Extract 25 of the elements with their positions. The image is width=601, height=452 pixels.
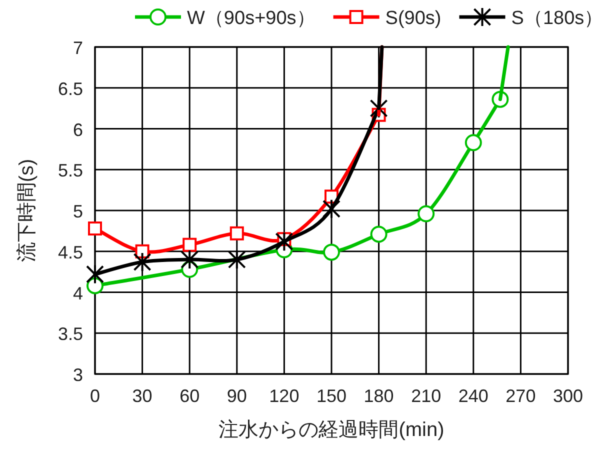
x-axis-title: 注水からの経過時間(min) [218,419,444,441]
x-tick-label: 270 [506,386,536,406]
y-axis-title: 流下時間(s) [16,158,38,262]
x-tick-label: 180 [364,386,394,406]
y-tick-label: 4.5 [58,242,83,262]
y-tick-label: 6 [72,120,83,140]
x-tick-label: 0 [90,386,100,406]
x-tick-label: 150 [316,386,347,406]
y-tick-label: 3 [72,365,83,385]
y-tick-label: 7 [72,38,83,58]
x-tick-label: 300 [552,386,584,406]
x-tick-label: 120 [269,386,300,406]
x-tick-label: 210 [411,386,442,406]
y-tick-label: 6.5 [58,78,83,99]
y-tick-label: 5 [72,202,83,222]
legend-label: W（90s+90s） [187,8,316,29]
legend-label: S（180s） [511,8,601,29]
y-tick-label: 4 [72,283,83,304]
x-tick-label: 60 [180,386,200,406]
x-tick-label: 90 [226,386,247,406]
legend-label: S(90s) [385,8,442,29]
x-tick-label: 30 [132,386,152,406]
y-tick-label: 5.5 [58,160,83,181]
y-tick-label: 3.5 [58,324,83,344]
x-tick-label: 240 [458,386,488,406]
